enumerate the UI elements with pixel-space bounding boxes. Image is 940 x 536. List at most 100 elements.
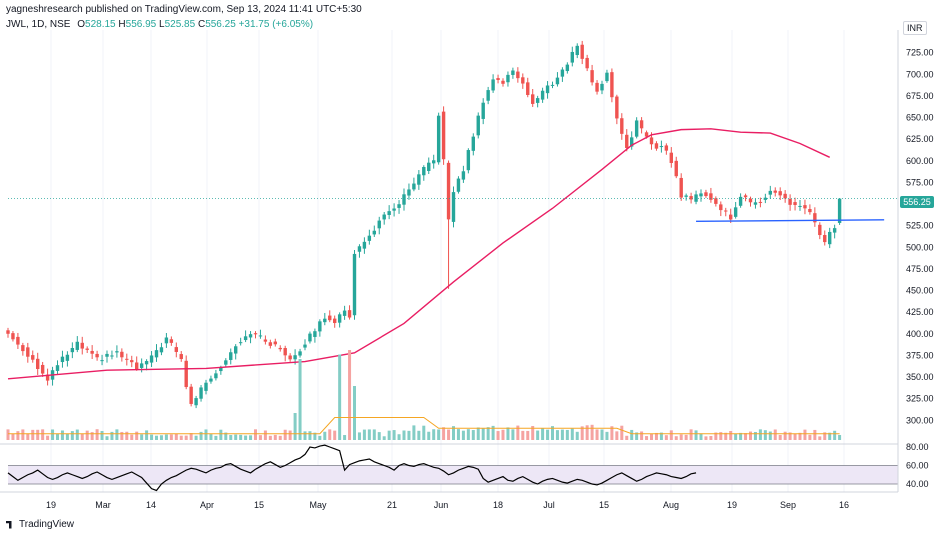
volume-bar <box>818 436 822 440</box>
volume-bar <box>382 436 386 440</box>
candle-body <box>352 253 357 316</box>
candle-body <box>144 361 149 365</box>
candle-body <box>773 190 777 193</box>
candle-body <box>382 214 386 220</box>
rsi-tick-label: 60.00 <box>906 461 929 471</box>
volume-bar <box>452 426 455 440</box>
volume-bar <box>546 429 550 440</box>
candle-body <box>105 353 109 357</box>
candle-body <box>387 211 391 215</box>
price-tick-label: 500.00 <box>906 242 934 252</box>
candle-body <box>580 44 584 59</box>
candle-body <box>446 162 451 220</box>
volume-bar <box>461 430 465 440</box>
volume-bar <box>417 430 421 440</box>
symbol-label[interactable]: JWL, 1D, NSE <box>6 19 71 30</box>
volume-bar <box>669 430 673 440</box>
candle-body <box>362 241 367 249</box>
volume-bar <box>585 425 589 440</box>
candle-body <box>763 197 768 200</box>
candle-body <box>679 177 683 198</box>
time-tick-label: 15 <box>599 500 609 510</box>
volume-bar <box>828 432 832 440</box>
volume-bar <box>155 435 158 440</box>
candle-body <box>753 202 758 205</box>
volume-bar <box>338 354 342 440</box>
candle-body <box>372 230 376 235</box>
tradingview-logo[interactable]: TradingView <box>6 519 74 530</box>
volume-bar <box>456 429 460 440</box>
candle-body <box>491 79 495 91</box>
candle-body <box>21 345 25 352</box>
volume-bar <box>234 434 238 440</box>
volume-bar <box>595 429 599 440</box>
time-tick-label: May <box>309 500 327 510</box>
candle-body <box>788 198 792 205</box>
currency-badge[interactable]: INR <box>903 21 927 35</box>
candle-body <box>333 318 337 324</box>
candle-body <box>125 358 129 360</box>
volume-bar <box>427 431 431 440</box>
candle-body <box>595 82 599 92</box>
current-price-badge: 556.25 <box>900 196 934 208</box>
volume-bar <box>570 428 574 440</box>
candle-body <box>600 83 604 91</box>
candle-body <box>684 195 688 197</box>
candle-body <box>308 333 312 342</box>
candle-body <box>154 350 159 358</box>
volume-bar <box>704 436 708 440</box>
volume-bar <box>298 359 302 440</box>
candle-body <box>337 314 342 323</box>
volume-bar <box>90 432 94 440</box>
support-trendline[interactable] <box>696 219 885 223</box>
candle-body <box>644 132 649 137</box>
candle-body <box>803 205 807 209</box>
candle-body <box>481 102 485 119</box>
candle-body <box>298 351 302 356</box>
candle-body <box>733 207 738 217</box>
volume-bar <box>813 429 817 440</box>
volume-bar <box>605 431 609 440</box>
candle-body <box>630 137 634 147</box>
candle-body <box>149 355 154 363</box>
candle-body <box>139 363 144 368</box>
price-tick-label: 425.00 <box>906 307 934 317</box>
candle-body <box>496 78 500 80</box>
candle-body <box>511 70 515 75</box>
volume-bar <box>254 429 257 440</box>
volume-bar <box>580 426 584 440</box>
candle-body <box>367 235 372 241</box>
candle-body <box>313 331 317 337</box>
volume-bar <box>412 425 416 440</box>
volume-bar <box>125 431 129 440</box>
volume-bar <box>551 426 554 440</box>
candle-body <box>778 191 782 196</box>
candle-body <box>422 167 426 176</box>
candle-body <box>837 198 842 223</box>
candle-body <box>501 80 505 84</box>
candle-body <box>466 150 471 171</box>
volume-bar <box>768 431 772 440</box>
price-tick-label: 375.00 <box>906 350 934 360</box>
candle-body <box>813 213 817 223</box>
volume-bar <box>135 431 139 440</box>
candle-body <box>16 336 20 345</box>
candle-body <box>709 193 713 200</box>
candle-body <box>268 342 273 346</box>
volume-bar <box>823 432 827 440</box>
candle-body <box>545 85 550 94</box>
volume-bar <box>174 433 178 440</box>
volume-bar <box>560 429 564 440</box>
time-tick-label: 16 <box>839 500 849 510</box>
candle-body <box>31 355 35 360</box>
volume-bar <box>610 426 614 440</box>
volume-bar <box>70 431 74 440</box>
candle-body <box>194 398 198 406</box>
candle-body <box>402 194 406 205</box>
volume-bar <box>758 429 762 440</box>
candle-body <box>323 318 327 323</box>
volume-bar <box>471 430 475 440</box>
candle-body <box>407 189 411 196</box>
candle-body <box>704 192 708 197</box>
